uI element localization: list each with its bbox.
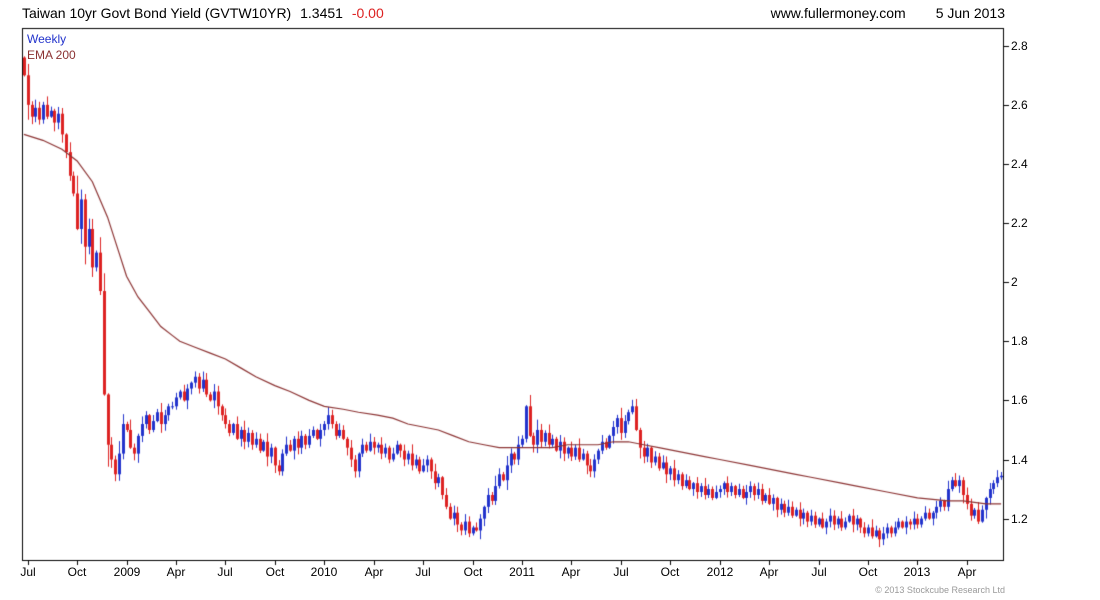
x-axis-label: Oct — [265, 565, 285, 579]
x-axis-label: 2010 — [310, 565, 338, 579]
x-axis-label: Apr — [364, 565, 384, 579]
x-axis-label: Oct — [463, 565, 483, 579]
x-axis-label: Jul — [20, 565, 36, 579]
legend-ema: EMA 200 — [27, 48, 76, 62]
header-right: www.fullermoney.com 5 Jun 2013 — [771, 5, 1005, 21]
y-axis-label: 1.2 — [1011, 512, 1028, 526]
y-axis-label: 1.8 — [1011, 334, 1028, 348]
website-link[interactable]: www.fullermoney.com — [770, 5, 906, 21]
x-axis-label: Jul — [811, 565, 827, 579]
page-title: Taiwan 10yr Govt Bond Yield (GVTW10YR) — [22, 5, 292, 21]
chart-legend: Weekly EMA 200 — [27, 31, 76, 63]
copyright-notice: © 2013 Stockcube Research Ltd — [875, 585, 1005, 595]
y-axis-label: 2.8 — [1011, 39, 1028, 53]
x-axis-label: 2013 — [903, 565, 931, 579]
x-axis-label: Oct — [858, 565, 878, 579]
y-axis-label: 1.4 — [1011, 453, 1028, 467]
x-axis-label: Jul — [613, 565, 629, 579]
x-axis-label: Oct — [660, 565, 680, 579]
x-axis-label: Apr — [166, 565, 186, 579]
x-axis-label: Apr — [759, 565, 779, 579]
chart-header: Taiwan 10yr Govt Bond Yield (GVTW10YR) 1… — [22, 5, 389, 21]
x-axis-label: Jul — [415, 565, 431, 579]
x-axis-label: 2011 — [509, 565, 535, 579]
y-axis-label: 1.6 — [1011, 393, 1028, 407]
change-value: -0.00 — [351, 5, 384, 21]
x-axis-label: Jul — [217, 565, 233, 579]
date-label: 5 Jun 2013 — [935, 5, 1005, 21]
legend-weekly: Weekly — [27, 32, 67, 46]
y-axis-label: 2 — [1011, 275, 1018, 289]
y-axis-label: 2.4 — [1011, 157, 1028, 171]
x-axis-label: Apr — [957, 565, 977, 579]
last-value: 1.3451 — [300, 5, 343, 21]
x-axis-label: 2012 — [706, 565, 734, 579]
y-axis-label: 2.2 — [1011, 216, 1028, 230]
x-axis-label: 2009 — [113, 565, 141, 579]
x-axis-label: Oct — [67, 565, 87, 579]
x-axis-label: Apr — [561, 565, 581, 579]
y-axis-label: 2.6 — [1011, 98, 1028, 112]
